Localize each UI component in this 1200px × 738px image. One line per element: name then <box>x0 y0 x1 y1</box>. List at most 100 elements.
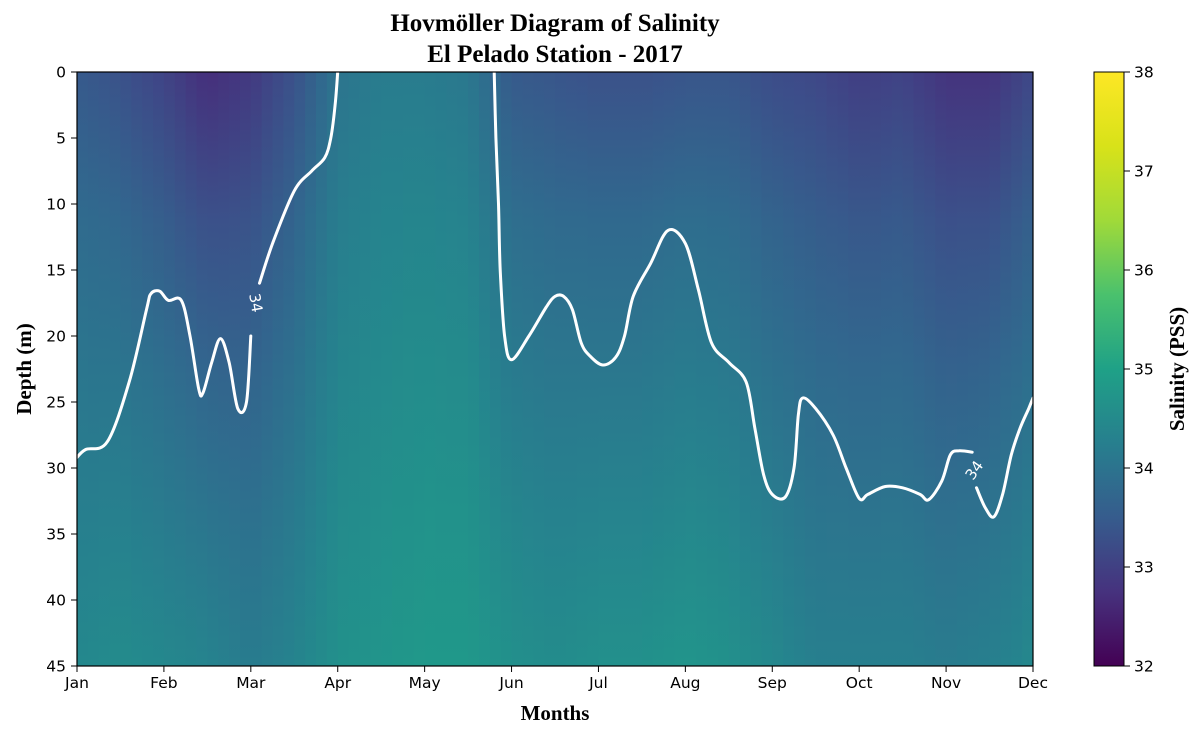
heatmap-column <box>696 72 708 666</box>
x-tick-label: Mar <box>236 674 266 692</box>
heatmap-column <box>142 72 154 666</box>
heatmap-column <box>359 72 372 666</box>
heatmap-column <box>283 72 296 666</box>
heatmap-column <box>120 72 133 666</box>
x-axis-label: Months <box>521 701 590 725</box>
heatmap-column <box>500 72 513 666</box>
heatmap-column <box>294 72 306 666</box>
x-tick-label: Nov <box>931 674 961 692</box>
heatmap-column <box>77 72 89 666</box>
chart-title-line-2: El Pelado Station - 2017 <box>427 41 683 68</box>
heatmap-column <box>772 72 784 666</box>
y-axis: 0 5 10 15 20 25 30 35 40 45 <box>46 64 77 676</box>
heatmap-column <box>1000 72 1013 666</box>
heatmap-column <box>750 72 763 666</box>
heatmap-column <box>348 72 361 666</box>
contour-34-line <box>258 72 340 285</box>
x-tick-label: Dec <box>1018 674 1048 692</box>
x-tick-label: Feb <box>150 674 177 692</box>
heatmap-column <box>794 72 806 666</box>
heatmap-column <box>229 72 241 666</box>
heatmap-column <box>935 72 947 666</box>
y-tick-label: 20 <box>46 328 66 346</box>
heatmap-column <box>598 72 611 666</box>
heatmap-column <box>1022 72 1033 666</box>
heatmap-column <box>848 72 860 666</box>
heatmap-column <box>163 72 176 666</box>
heatmap-column <box>837 72 850 666</box>
heatmap-column <box>250 72 263 666</box>
heatmap-column <box>1011 72 1023 666</box>
heatmap-column <box>956 72 969 666</box>
colorbar-tick-label: 35 <box>1134 361 1154 379</box>
heatmap-column <box>413 72 426 666</box>
y-tick-label: 30 <box>46 460 66 478</box>
heatmap-column <box>185 72 198 666</box>
chart-title-line-1: Hovmöller Diagram of Salinity <box>390 10 720 37</box>
heatmap-column <box>272 72 285 666</box>
contour-34-layer <box>77 72 1033 519</box>
heatmap-column <box>239 72 252 666</box>
heatmap-column <box>815 72 828 666</box>
colorbar-tick-label: 33 <box>1134 559 1154 577</box>
heatmap-column <box>870 72 882 666</box>
heatmap-column <box>880 72 893 666</box>
heatmap-column <box>902 72 915 666</box>
x-tick-label: Oct <box>846 674 873 692</box>
heatmap-column <box>946 72 958 666</box>
contour-label: 34 <box>245 292 266 314</box>
heatmap-column <box>761 72 774 666</box>
heatmap-column <box>533 72 545 666</box>
heatmap-column <box>87 72 100 666</box>
colorbar-tick-label: 37 <box>1134 163 1154 181</box>
heatmap-column <box>924 72 937 666</box>
x-tick-label: May <box>409 674 441 692</box>
heatmap-column <box>565 72 578 666</box>
heatmap-column <box>641 72 654 666</box>
heatmap-column <box>305 72 317 666</box>
y-tick-label: 35 <box>46 526 66 544</box>
colorbar-axis: 32 33 34 35 36 37 38 <box>1124 64 1154 676</box>
heatmap-column <box>511 72 524 666</box>
heatmap-column <box>131 72 143 666</box>
heatmap-column <box>631 72 643 666</box>
heatmap-column <box>522 72 535 666</box>
heatmap-column <box>174 72 187 666</box>
heatmap-column <box>153 72 165 666</box>
contour-34-line <box>492 72 974 502</box>
heatmap-column <box>218 72 230 666</box>
y-tick-label: 45 <box>46 658 66 676</box>
heatmap-column <box>468 72 480 666</box>
heatmap-column <box>989 72 1002 666</box>
colorbar-tick-label: 36 <box>1134 262 1154 280</box>
heatmap-column <box>98 72 111 666</box>
heatmap-column <box>685 72 698 666</box>
heatmap-column <box>478 72 491 666</box>
heatmap-column <box>891 72 904 666</box>
colorbar-tick-label: 38 <box>1134 64 1154 82</box>
heatmap-column <box>337 72 350 666</box>
heatmap-column <box>196 72 209 666</box>
heatmap-column <box>261 72 274 666</box>
heatmap-column <box>457 72 469 666</box>
heatmap-column <box>370 72 382 666</box>
heatmap-column <box>446 72 459 666</box>
contour-34-line <box>77 289 253 459</box>
colorbar-label: Salinity (PSS) <box>1165 307 1189 431</box>
heatmap-column <box>913 72 926 666</box>
heatmap-column <box>609 72 621 666</box>
heatmap-column <box>783 72 795 666</box>
contour-34-line <box>975 396 1033 519</box>
heatmap-column <box>967 72 980 666</box>
heatmap-column <box>316 72 328 666</box>
heatmap-column <box>652 72 665 666</box>
y-tick-label: 10 <box>46 196 66 214</box>
heatmap-column <box>663 72 676 666</box>
x-tick-label: Sep <box>758 674 787 692</box>
heatmap-column <box>707 72 719 666</box>
x-axis: Jan Feb Mar Apr May Jun Jul Aug Sep Oct Nov Dec <box>64 666 1048 692</box>
heatmap-column <box>489 72 502 666</box>
plot-frame <box>76 71 1034 667</box>
heatmap-column <box>826 72 839 666</box>
